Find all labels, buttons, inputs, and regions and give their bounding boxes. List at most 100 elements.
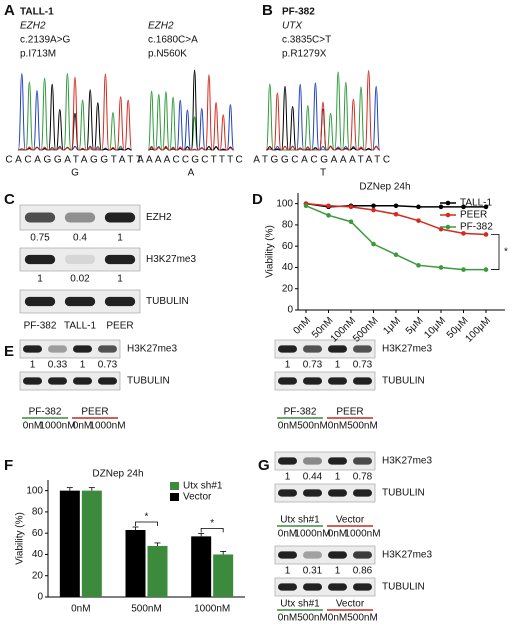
blot-band xyxy=(328,583,347,591)
data-point xyxy=(393,211,399,217)
blot xyxy=(274,451,376,471)
blot-band xyxy=(64,254,96,265)
cell-line: TALL-1 xyxy=(20,7,54,18)
blot-band xyxy=(303,583,322,591)
quantification: 0.78 xyxy=(353,472,373,483)
gene-name: UTX xyxy=(282,21,302,32)
bar xyxy=(125,529,146,597)
blot-band xyxy=(278,583,297,591)
group-label: PF-382 xyxy=(284,407,317,418)
dose-label: 0nM xyxy=(278,613,297,624)
quantification: 0.4 xyxy=(73,233,87,244)
blot-band xyxy=(353,583,372,591)
protein-label: TUBULIN xyxy=(146,296,189,307)
dose-label: 500nM xyxy=(297,421,328,432)
chromatogram-trace xyxy=(266,85,380,151)
data-point xyxy=(348,219,354,225)
blot xyxy=(274,545,376,565)
bar xyxy=(147,545,168,597)
panel-letter: B xyxy=(262,2,273,19)
group-label: PEER xyxy=(336,407,363,418)
data-point xyxy=(438,226,444,232)
sequence: CACAGGATAGGTATT xyxy=(5,155,144,166)
legend-marker xyxy=(445,224,451,230)
series-line xyxy=(305,202,487,236)
data-point xyxy=(393,203,399,209)
quantification: 0.33 xyxy=(48,360,68,371)
y-tick-label: 0 xyxy=(287,305,293,316)
significance-bracket xyxy=(135,521,158,526)
y-axis-label: Viability (%) xyxy=(265,225,276,278)
bar xyxy=(191,536,212,597)
data-point xyxy=(416,263,421,268)
dose-label: 500nM xyxy=(347,613,378,624)
y-tick-label: 80 xyxy=(32,507,44,518)
x-tick-label: 100μM xyxy=(463,315,493,345)
dose-label: 0nM xyxy=(328,421,347,432)
protein-change: p.I713M xyxy=(20,49,56,60)
blot-band xyxy=(278,457,297,465)
blot-band xyxy=(328,489,347,497)
lane-label: TALL-1 xyxy=(64,321,96,332)
quantification: 0.73 xyxy=(303,360,323,371)
group-label: Utx sh#1 xyxy=(280,515,320,526)
blot xyxy=(19,339,121,359)
quantification: 1 xyxy=(335,472,341,483)
protein-change: p.R1279X xyxy=(282,49,327,60)
protein-label: EZH2 xyxy=(146,212,172,223)
gene-name: EZH2 xyxy=(148,21,174,32)
lane-label: PEER xyxy=(106,321,133,332)
legend-marker xyxy=(445,212,451,218)
y-tick-label: 40 xyxy=(282,262,294,273)
variant-base: A xyxy=(188,168,195,179)
blot xyxy=(19,247,141,272)
blot-band xyxy=(353,377,372,385)
annotation: * xyxy=(504,247,508,258)
blot-band xyxy=(24,254,56,265)
quantification: 1 xyxy=(37,274,43,285)
panel-letter: A xyxy=(4,2,15,19)
panel-letter: D xyxy=(252,191,263,208)
y-tick-label: 80 xyxy=(282,220,294,231)
protein-change: p.N560K xyxy=(148,49,187,60)
x-tick-label: 1000nM xyxy=(194,604,230,615)
blot-band xyxy=(23,345,42,353)
quantification: 1 xyxy=(335,360,341,371)
dose-label: 1000nM xyxy=(344,529,380,540)
data-point xyxy=(483,204,489,210)
data-point xyxy=(461,231,466,236)
quantification: 0.73 xyxy=(98,360,118,371)
blot-band xyxy=(64,212,96,223)
significance-bracket xyxy=(200,527,224,533)
data-point xyxy=(483,232,489,237)
x-tick-label: 0nM xyxy=(71,604,90,615)
dose-label: 0nM xyxy=(328,529,347,540)
y-tick-label: 40 xyxy=(32,549,44,560)
quantification: 1 xyxy=(80,360,86,371)
y-tick-label: 60 xyxy=(282,241,294,252)
blot-band xyxy=(104,254,136,265)
quantification: 1 xyxy=(285,472,291,483)
blot-band xyxy=(303,489,322,497)
legend-marker xyxy=(445,200,451,206)
quantification: 0.73 xyxy=(353,360,373,371)
y-axis-label: Viability (%) xyxy=(15,512,26,565)
blot-band xyxy=(104,296,136,307)
data-point xyxy=(416,218,421,223)
dose-label: 0nM xyxy=(278,529,297,540)
legend-label: TALL-1 xyxy=(460,198,492,209)
quantification: 1 xyxy=(117,233,123,244)
blot-band xyxy=(73,377,92,385)
chart-title: DZNep 24h xyxy=(92,469,143,480)
blot-band xyxy=(303,345,322,353)
data-point xyxy=(438,265,444,270)
quantification: 0.44 xyxy=(303,472,323,483)
quantification: 1 xyxy=(285,566,291,577)
sequence: AAAACCGCTTTC xyxy=(137,155,245,166)
y-tick-label: 100 xyxy=(276,198,293,209)
dose-label: 1000nM xyxy=(89,421,125,432)
blot-band xyxy=(353,489,372,497)
quantification: 0.86 xyxy=(353,566,373,577)
annotation: * xyxy=(145,512,149,523)
data-point xyxy=(326,203,331,209)
